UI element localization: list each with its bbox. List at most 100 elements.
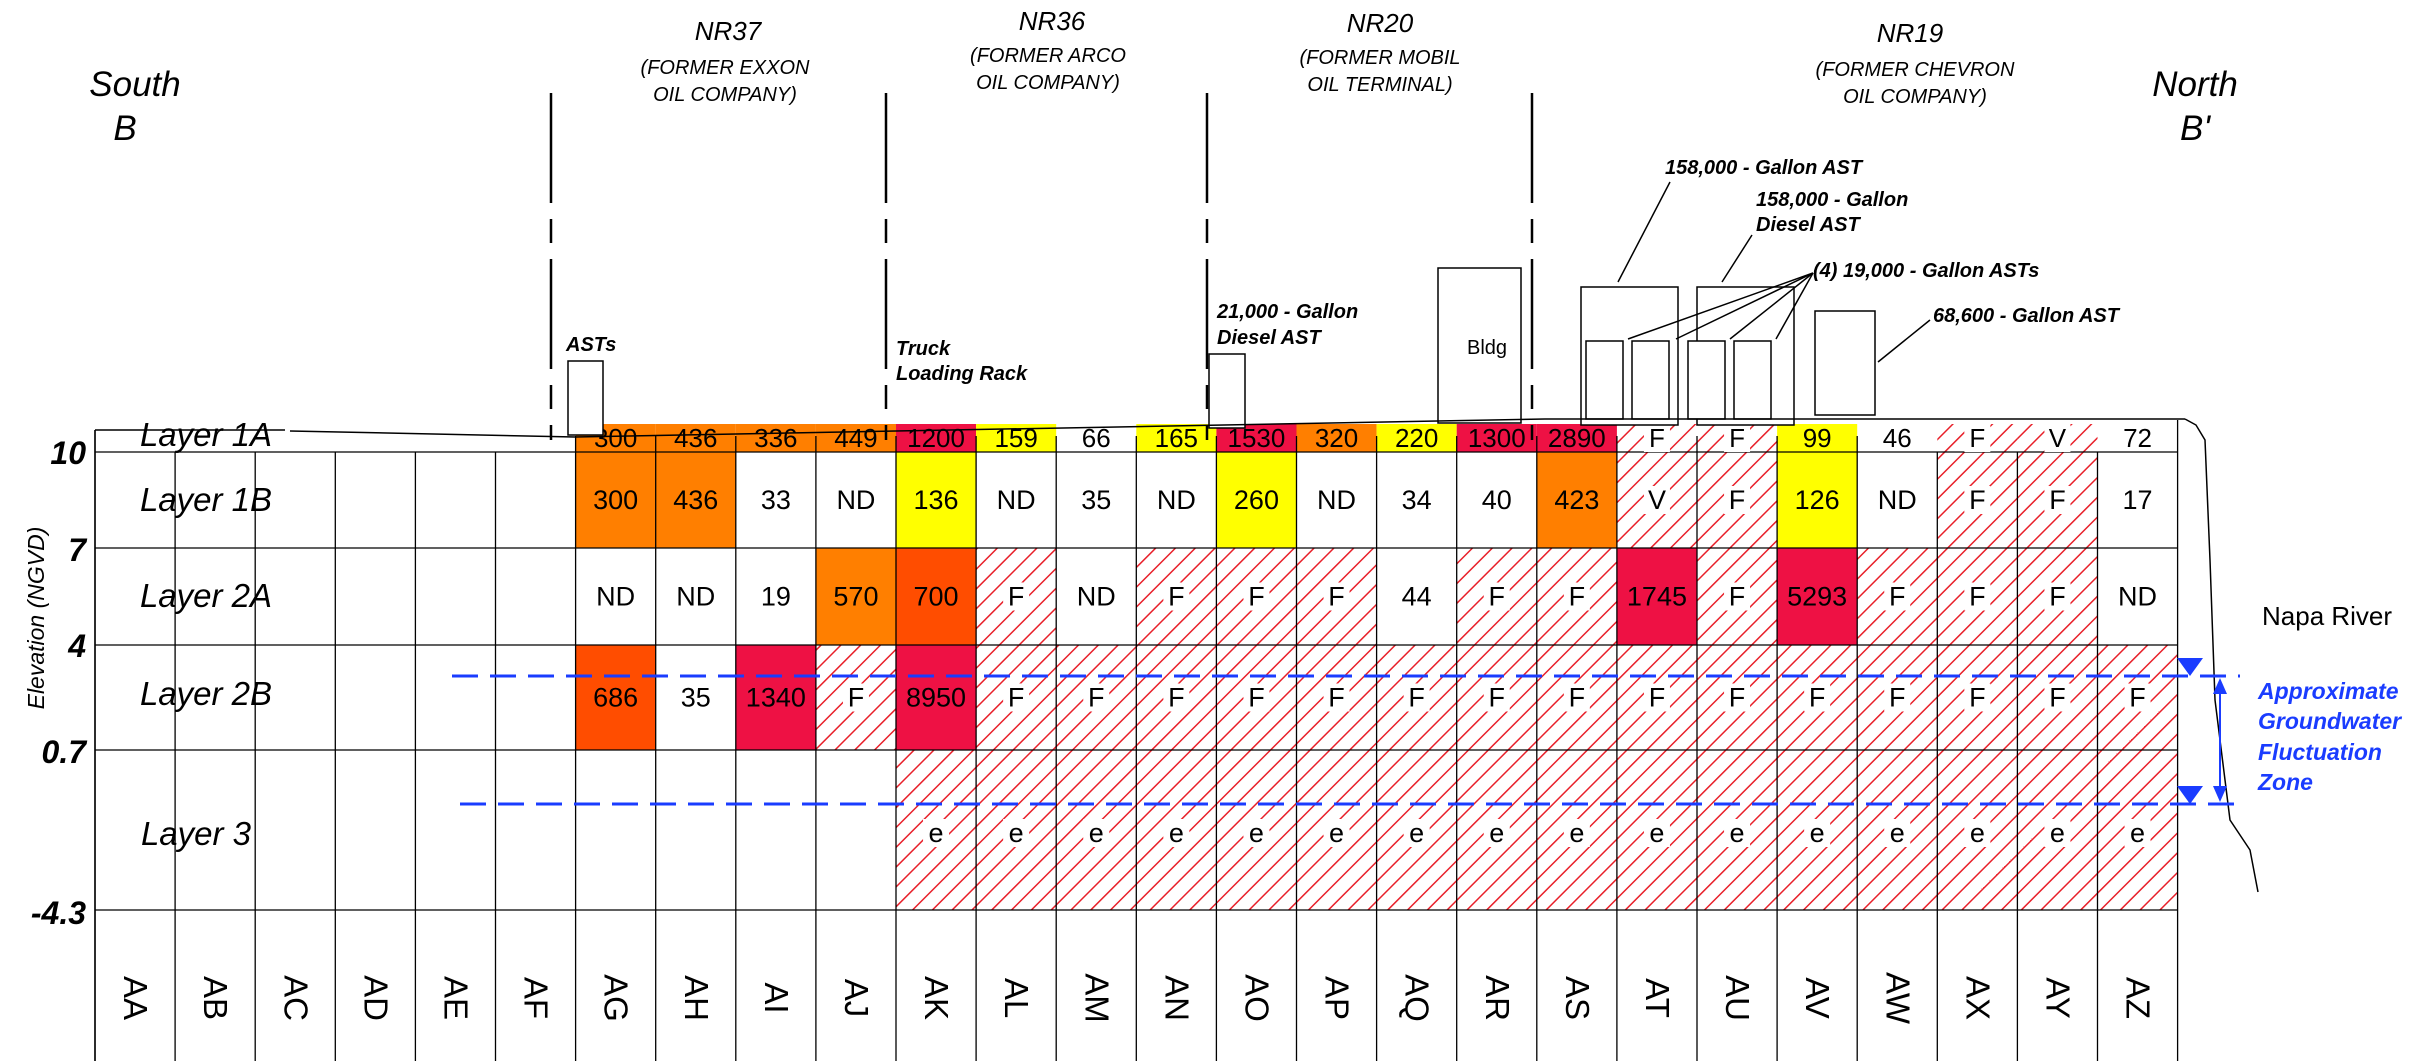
cell-label-bg [1724,486,1751,514]
facility-name: OIL COMPANY) [653,84,797,106]
cell-label-bg [1643,819,1670,847]
cell-value-layer-1a-aj: 449 [834,423,877,453]
loading-rack-label: Loading Rack [896,363,1028,385]
cell-label-bg [1003,582,1030,611]
cell-label-bg [1884,819,1911,847]
callout-leaders [1617,181,1931,363]
facility-nr36: NR36 (FORMER ARCO OIL COMPANY) [970,6,1126,94]
cell-value-layer-1a-as: 2890 [1548,423,1606,453]
cell-label-bg [1323,819,1350,847]
cell-value-layer-3-ap: e [1329,818,1344,848]
cell-label-bg [1884,582,1911,611]
cell-value-layer-2b-ao: F [1248,683,1265,713]
facility-code: NR20 [1347,8,1414,38]
cell-value-layer-2a-as: F [1569,582,1586,612]
column-label-ak: AK [918,976,955,1020]
column-label-ax: AX [1959,976,1996,1020]
ast-tank [567,360,604,436]
cell-label-bg [1163,683,1190,712]
elevation-tick: -4.3 [31,895,86,931]
cell-value-layer-3-av: e [1810,818,1825,848]
facility-code: NR37 [695,16,763,46]
column-label-ag: AG [598,974,635,1022]
cell-label-bg [1243,683,1270,712]
column-label-aq: AQ [1399,974,1436,1022]
cell-value-layer-2b-ak: 8950 [906,683,966,713]
cell-value-layer-3-ax: e [1970,818,1985,848]
cell-value-layer-2a-ap: F [1328,582,1345,612]
cell-value-layer-2b-at: F [1649,683,1666,713]
cell-value-layer-2b-aq: F [1408,683,1425,713]
elevation-axis-label: Elevation (NGVD) [23,527,49,710]
cell-label-bg [1483,683,1510,712]
cell-value-layer-1b-at: V [1648,485,1666,515]
diesel-21000-label: Diesel AST [1217,327,1323,349]
high-water-marker [2177,658,2203,676]
facility-nr20: NR20 (FORMER MOBIL OIL TERMINAL) [1299,8,1460,96]
cell-fill-aq [1376,424,1457,452]
cell-label-bg [2124,683,2151,712]
cell-value-layer-1a-an: 165 [1155,423,1198,453]
cell-label-bg [1003,683,1030,712]
cell-value-layer-1b-ah: 436 [673,485,718,515]
building [1437,267,1522,424]
cell-fill-ah [655,424,736,452]
cell-fill-aj [815,548,896,645]
cell-label-bg [1563,683,1590,712]
diesel-158000-label: 158,000 - Gallon [1756,189,1908,211]
ast-19000 [1687,340,1726,420]
cell-fill-ao [1216,452,1297,548]
cell-value-layer-2a-ak: 700 [914,582,959,612]
cell-label-bg [1804,683,1831,712]
facility-name: OIL TERMINAL) [1307,74,1452,96]
ast-19000 [1631,340,1670,420]
cell-value-layer-2a-an: F [1168,582,1185,612]
cell-label-bg [1964,582,1991,611]
cell-label-bg [1163,819,1190,847]
column-label-al: AL [998,978,1035,1018]
property-boundaries [549,93,1534,440]
cell-fill-av [1777,452,1858,548]
cell-value-layer-1b-aw: ND [1878,485,1917,515]
cell-value-layer-1a-ak: 1200 [907,423,965,453]
cell-label-bg [1884,683,1911,712]
north-letter: B' [2180,109,2211,148]
column-label-am: AM [1078,973,1115,1023]
cell-label-bg [1724,819,1751,847]
cell-value-layer-1b-ao: 260 [1234,485,1279,515]
groundwater-zone [452,658,2240,806]
ast-19000 [1733,340,1772,420]
cell-value-layer-2a-al: F [1008,582,1025,612]
cell-value-layer-3-am: e [1089,818,1104,848]
column-label-ae: AE [437,976,474,1020]
cell-label-bg [1323,582,1350,611]
facility-name: OIL COMPANY) [976,72,1120,94]
column-label-aj: AJ [838,979,875,1018]
cell-value-layer-1a-ar: 1300 [1468,423,1526,453]
cell-label-bg [1563,582,1590,611]
facility-name: (FORMER CHEVRON [1816,59,2015,81]
cell-label-bg [1724,683,1751,712]
cell-label-bg [2044,424,2071,452]
cell-value-layer-1b-aj: ND [836,485,875,515]
surface-line [574,418,1546,438]
cell-value-layer-1a-al: 159 [994,423,1037,453]
cell-value-layer-1b-ar: 40 [1482,485,1512,515]
river-bank [2184,418,2259,893]
cell-value-layer-3-ay: e [2050,818,2065,848]
facility-nr37: NR37 (FORMER EXXON OIL COMPANY) [641,16,810,106]
cell-fill-ak [896,424,977,452]
cell-label-bg [1083,819,1110,847]
cell-value-layer-2a-aw: F [1889,582,1906,612]
cell-label-bg [1964,424,1991,452]
cell-label-bg [2044,486,2071,514]
diesel-158000-label: Diesel AST [1756,214,1862,236]
cell-value-layer-1b-ap: ND [1317,485,1356,515]
column-label-av: AV [1799,977,1836,1019]
cell-value-layer-1a-ai: 336 [754,423,797,453]
cell-label-bg [1724,582,1751,611]
cell-value-layer-2b-ap: F [1328,683,1345,713]
cell-fill-at [1616,548,1697,645]
cell-label-bg [1083,683,1110,712]
